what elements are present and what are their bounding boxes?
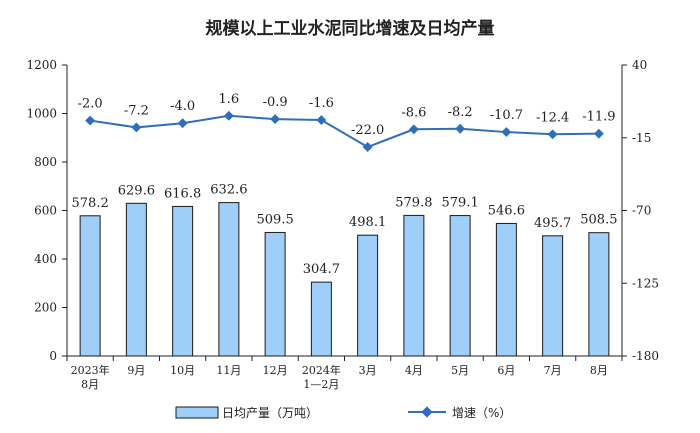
y-right-tick-label: -180 [632,349,659,363]
bar [264,231,286,357]
bar-value-label: 579.8 [395,195,432,210]
growth-value-label: -8.6 [401,105,426,120]
x-tick-label: 6月 [497,364,515,377]
growth-value-label: -0.9 [263,95,288,110]
x-tick-label: 11月 [216,364,241,377]
growth-value-label: -8.2 [448,105,473,120]
y-left-tick-label: 1000 [26,107,57,121]
x-tick-label: 7月 [544,364,562,377]
labels-layer: 578.2 629.6 616.8 632.6 509.5 304.7 498.1 579.8… [72,92,618,277]
bar-value-label: 546.6 [488,203,525,218]
y-left-tick-label: 1200 [26,58,57,72]
bar-value-label: 304.7 [303,262,340,277]
growth-point [270,114,281,125]
y-left-tick-label: 0 [49,349,57,363]
growth-value-label: -2.0 [78,97,103,112]
bar [125,202,147,357]
bar [218,202,240,357]
bar [172,205,194,357]
y-left-tick-label: 400 [34,252,57,266]
growth-value-label: -22.0 [351,123,384,138]
bars-layer [79,202,610,357]
y-right-tick-label: -15 [632,131,651,145]
x-tick-label: 5月 [451,364,469,377]
growth-value-label: -1.6 [309,96,334,111]
legend: 日均产量（万吨） 增速（%） [175,406,511,420]
y-left-tick-label: 600 [34,204,57,218]
x-tick-label: 10月 [170,364,195,377]
growth-point [85,115,96,126]
bar-value-label: 498.1 [349,215,386,230]
chart-title: 规模以上工业水泥同比增速及日均产量 [205,19,495,39]
y-right-tick-label: 40 [632,58,647,72]
growth-value-label: -12.4 [536,110,569,125]
growth-value-label: 1.6 [219,92,240,107]
bar-value-label: 509.5 [257,212,294,227]
bar-value-label: 632.6 [210,183,247,198]
growth-value-label: -7.2 [124,103,149,118]
y-right-tick-label: -125 [632,276,659,290]
growth-point [223,110,234,121]
growth-point [501,127,512,138]
x-tick-label: 2024年 1—2月 [302,363,341,391]
bar-value-label: 579.1 [442,196,479,211]
bar [357,234,379,357]
growth-point [455,123,466,134]
y-left-tick-label: 200 [34,301,57,315]
growth-point [408,124,419,135]
bar-value-label: 616.8 [164,186,201,201]
bar-value-label: 495.7 [534,216,571,231]
legend-marker-growth [421,406,433,418]
growth-value-label: -11.9 [582,110,615,125]
growth-point [177,118,188,129]
legend-label-bars: 日均产量（万吨） [222,406,318,420]
x-tick-label: 4月 [405,364,423,377]
growth-point [547,129,558,140]
line-layer [85,110,604,152]
growth-value-label: -10.7 [490,108,523,123]
growth-point [362,142,373,152]
x-tick-label: 8月 [590,364,608,377]
bar-value-label: 508.5 [580,213,617,228]
legend-label-growth: 增速（%） [452,406,511,420]
bar [588,232,610,357]
bar [310,281,332,357]
bar [495,222,517,357]
y-left-tick-label: 800 [34,155,57,169]
growth-point [131,122,142,133]
legend-swatch-bars [175,406,219,419]
axes-layer: 0 200 400 600 800 1000 1200 40 -15 -70 -125 -180 202… [26,58,659,391]
growth-point [593,128,604,139]
growth-line [89,114,599,149]
x-tick-label: 3月 [359,364,377,377]
bar [403,214,425,357]
bar [449,215,471,357]
bar-value-label: 629.6 [118,183,155,198]
y-right-tick-label: -70 [632,204,651,218]
bar-value-label: 578.2 [72,196,109,211]
bar [79,215,101,357]
growth-value-label: -4.0 [170,99,195,114]
x-tick-label: 9月 [127,364,145,377]
bar [542,235,564,357]
growth-point [316,115,327,125]
x-tick-label: 2023年 8月 [71,363,110,391]
x-tick-label: 12月 [263,364,288,377]
